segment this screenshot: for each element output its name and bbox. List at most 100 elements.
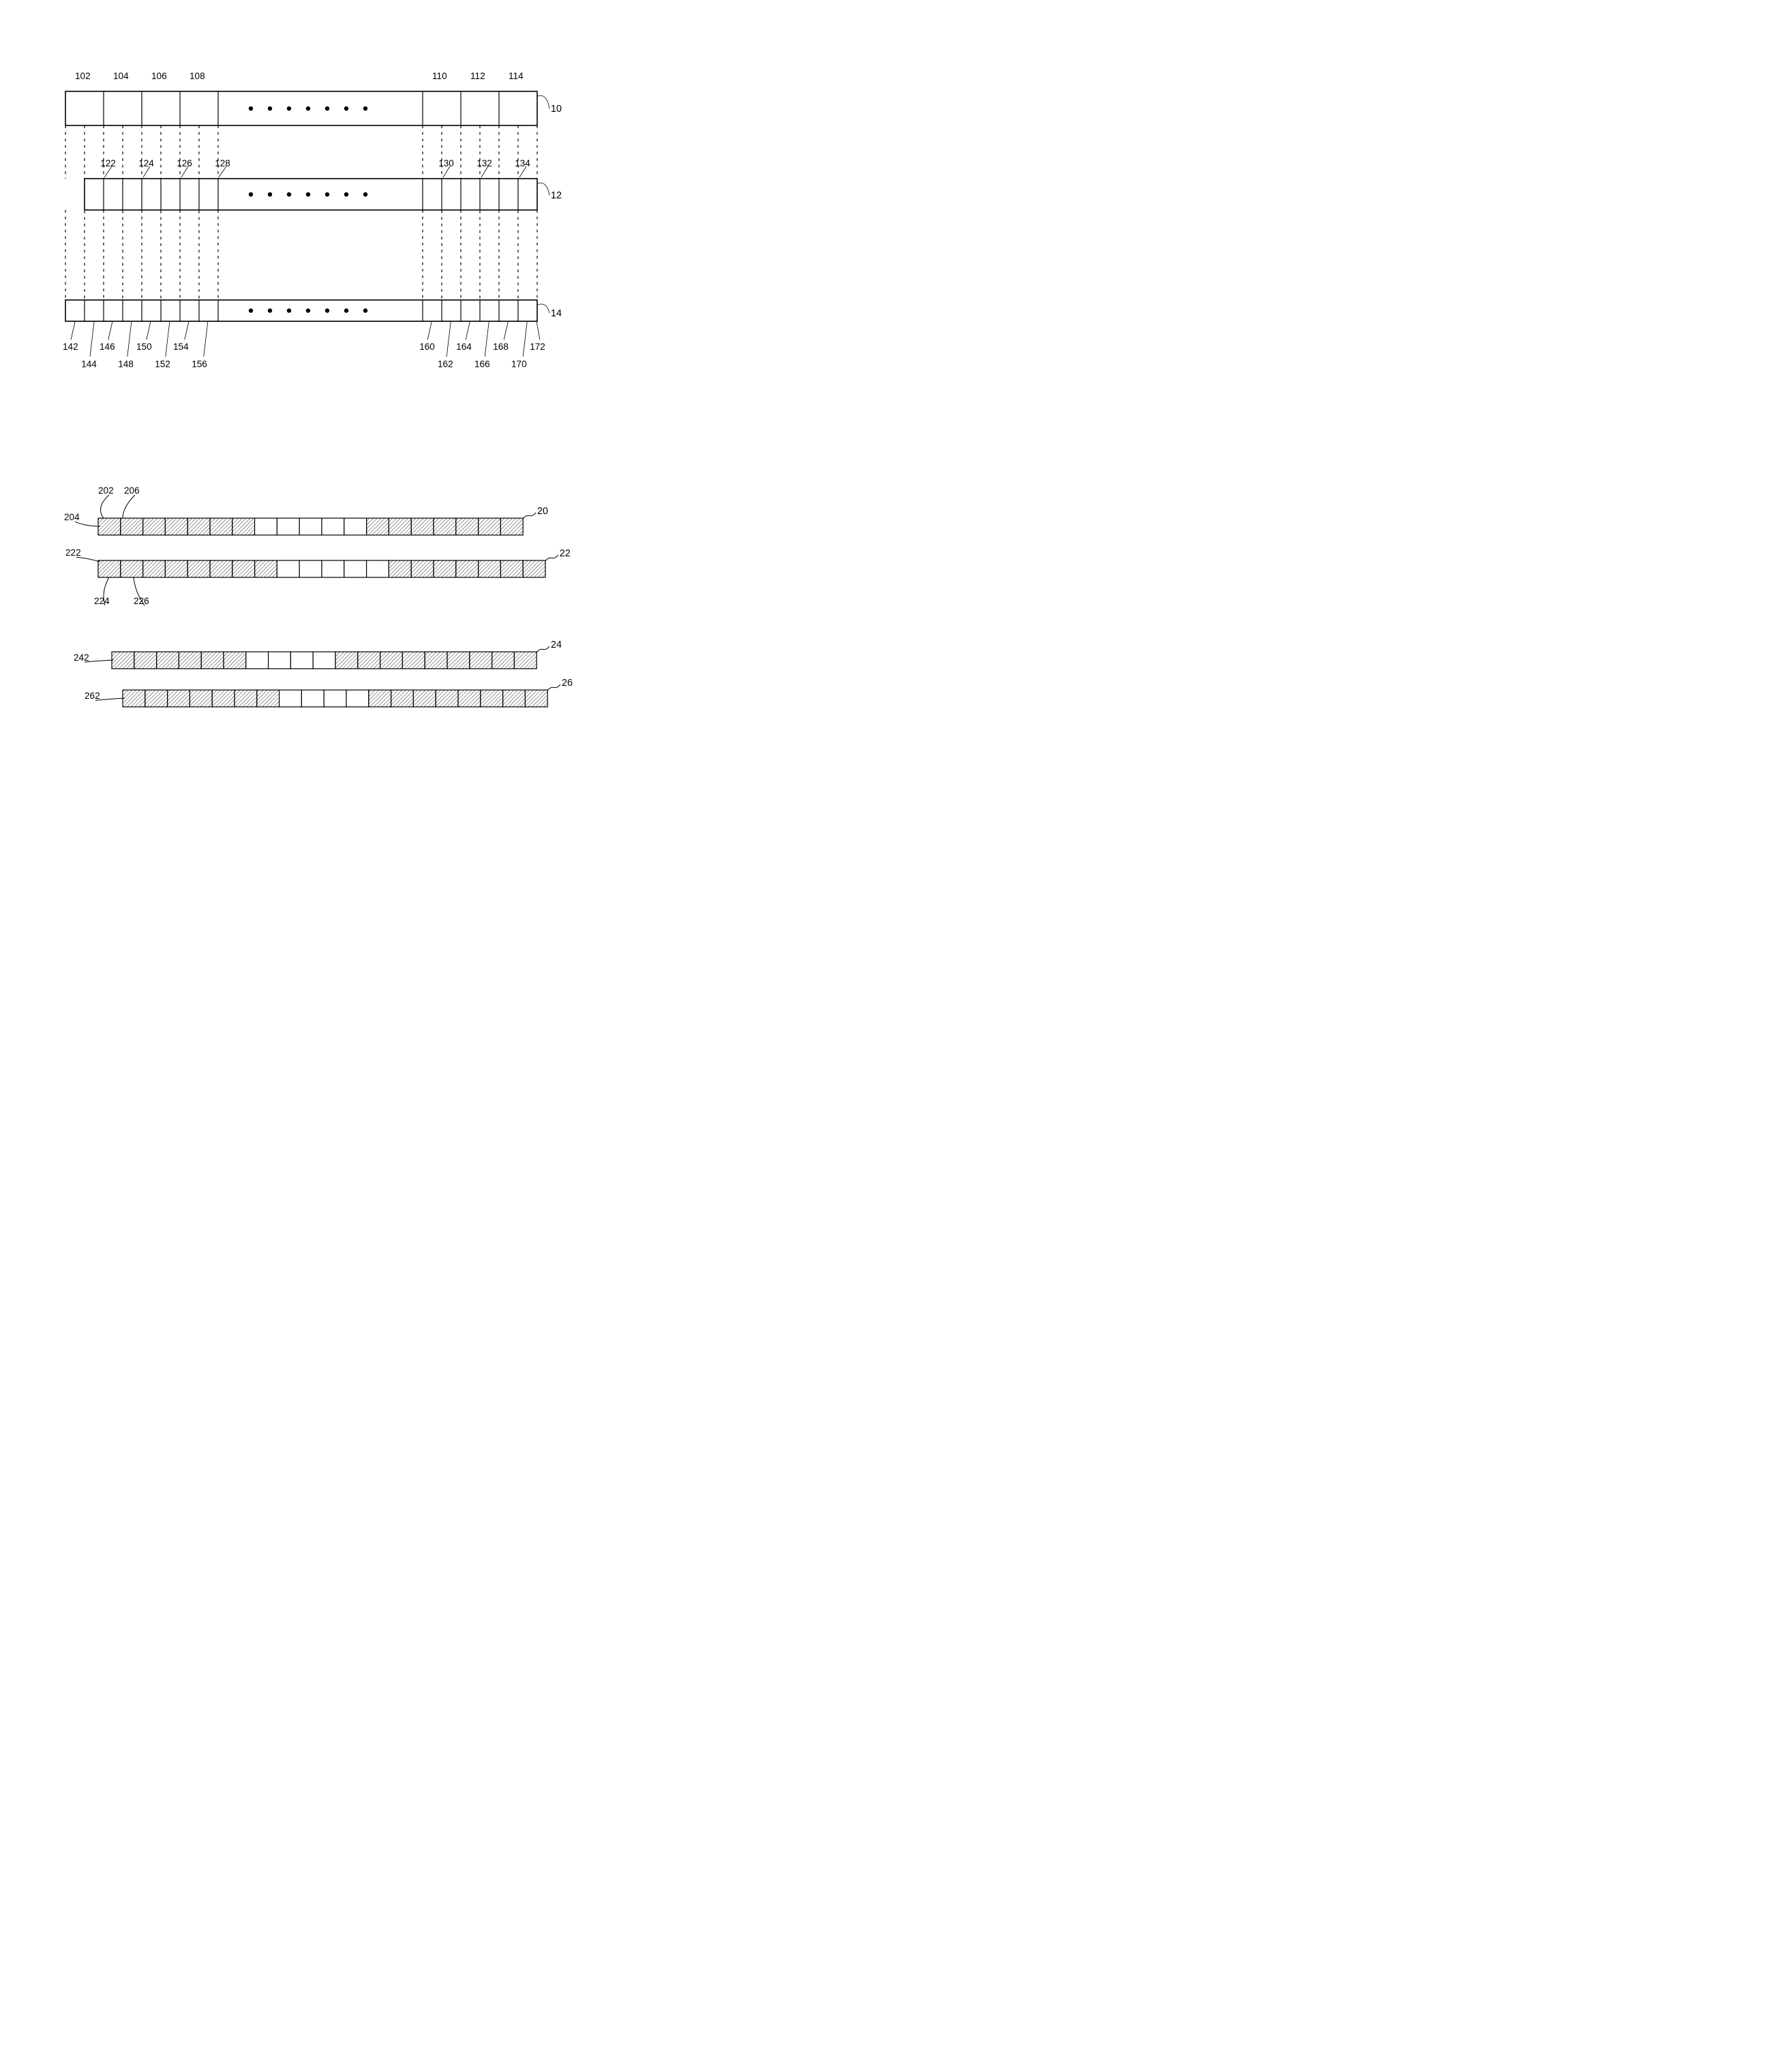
hatched-cell bbox=[210, 560, 232, 577]
cell-label: 122 bbox=[100, 158, 116, 168]
hatched-cell bbox=[411, 560, 434, 577]
hatched-cell bbox=[525, 690, 547, 707]
cell-label: 146 bbox=[100, 342, 115, 352]
hatched-cell bbox=[257, 690, 279, 707]
row-12 bbox=[85, 179, 537, 210]
plain-cell bbox=[313, 652, 335, 669]
cell-label: 154 bbox=[173, 342, 189, 352]
hatched-cell bbox=[514, 652, 536, 669]
cell-label: 168 bbox=[493, 342, 509, 352]
cell-label: 124 bbox=[138, 158, 154, 168]
label-leader bbox=[523, 322, 527, 357]
row-leader bbox=[536, 646, 549, 652]
plain-cell bbox=[322, 518, 344, 535]
hatched-cell bbox=[389, 518, 411, 535]
ellipsis-dot bbox=[306, 192, 310, 196]
cell-label: 262 bbox=[85, 691, 100, 701]
hatched-cell bbox=[434, 518, 456, 535]
plain-cell bbox=[367, 560, 389, 577]
label-leader bbox=[485, 322, 489, 357]
cell-label: 162 bbox=[438, 359, 453, 369]
label-leader bbox=[466, 322, 470, 340]
cell-label: 102 bbox=[75, 71, 91, 81]
label-leader bbox=[101, 495, 109, 518]
row-label: 22 bbox=[560, 548, 571, 559]
cell-label: 128 bbox=[215, 158, 230, 168]
row-leader bbox=[537, 183, 549, 195]
label-leader bbox=[427, 322, 432, 340]
hatched-cell bbox=[143, 560, 166, 577]
ellipsis-dot bbox=[306, 308, 310, 312]
hatched-cell bbox=[335, 652, 358, 669]
hatched-cell bbox=[367, 518, 389, 535]
hatched-cell bbox=[168, 690, 190, 707]
ellipsis-dot bbox=[325, 308, 329, 312]
cell-label: 242 bbox=[74, 652, 89, 663]
plain-cell bbox=[299, 518, 322, 535]
hatched-cell bbox=[391, 690, 414, 707]
label-leader bbox=[147, 322, 151, 340]
cell-label: 114 bbox=[509, 71, 524, 81]
plain-cell bbox=[277, 518, 299, 535]
label-leader bbox=[204, 322, 208, 357]
row-14 bbox=[65, 300, 537, 321]
cell-label: 134 bbox=[515, 158, 530, 168]
hatched-cell bbox=[179, 652, 201, 669]
hatched-cell bbox=[447, 652, 470, 669]
ellipsis-dot bbox=[249, 106, 253, 110]
cell-label: 170 bbox=[511, 359, 527, 369]
row-label: 26 bbox=[562, 678, 573, 689]
row-label: 14 bbox=[551, 308, 562, 319]
row-leader bbox=[537, 95, 549, 108]
row-label: 10 bbox=[551, 104, 562, 115]
plain-cell bbox=[255, 518, 277, 535]
hatched-cell bbox=[143, 518, 166, 535]
cell-label: 126 bbox=[177, 158, 192, 168]
hatched-cell bbox=[479, 518, 501, 535]
hatched-cell bbox=[98, 518, 121, 535]
hatched-cell bbox=[255, 560, 277, 577]
hatched-cell bbox=[235, 690, 257, 707]
hatched-cell bbox=[224, 652, 246, 669]
hatched-cell bbox=[232, 518, 255, 535]
row-label: 20 bbox=[537, 506, 548, 517]
label-leader bbox=[536, 322, 540, 340]
ellipsis-dot bbox=[344, 308, 348, 312]
ellipsis-dot bbox=[363, 106, 367, 110]
cell-label: 142 bbox=[63, 342, 78, 352]
cell-label: 106 bbox=[151, 71, 167, 81]
hatched-cell bbox=[112, 652, 134, 669]
ellipsis-dot bbox=[306, 106, 310, 110]
label-leader bbox=[447, 322, 451, 357]
cell-label: 148 bbox=[118, 359, 134, 369]
hatched-cell bbox=[425, 652, 447, 669]
ellipsis-dot bbox=[287, 192, 291, 196]
cell-label: 144 bbox=[81, 359, 97, 369]
row-10 bbox=[65, 91, 537, 125]
hatched-cell bbox=[492, 652, 515, 669]
label-leader bbox=[504, 322, 508, 340]
ellipsis-dot bbox=[325, 106, 329, 110]
ellipsis-dot bbox=[363, 192, 367, 196]
cell-label: 204 bbox=[64, 512, 80, 522]
label-leader bbox=[75, 522, 100, 526]
label-leader bbox=[108, 322, 112, 340]
ellipsis-dot bbox=[344, 192, 348, 196]
cell-label: 166 bbox=[474, 359, 490, 369]
hatched-cell bbox=[456, 560, 479, 577]
hatched-cell bbox=[503, 690, 526, 707]
cell-label: 172 bbox=[530, 342, 545, 352]
cell-label: 226 bbox=[134, 596, 149, 606]
label-leader bbox=[127, 322, 132, 357]
plain-cell bbox=[344, 560, 367, 577]
cell-label: 150 bbox=[136, 342, 152, 352]
ellipsis-dot bbox=[249, 192, 253, 196]
ellipsis-dot bbox=[268, 308, 272, 312]
hatched-cell bbox=[479, 560, 501, 577]
row-leader bbox=[537, 304, 549, 313]
row-label: 12 bbox=[551, 190, 562, 201]
plain-cell bbox=[279, 690, 302, 707]
hatched-cell bbox=[157, 652, 179, 669]
hatched-cell bbox=[165, 560, 187, 577]
hatched-cell bbox=[411, 518, 434, 535]
